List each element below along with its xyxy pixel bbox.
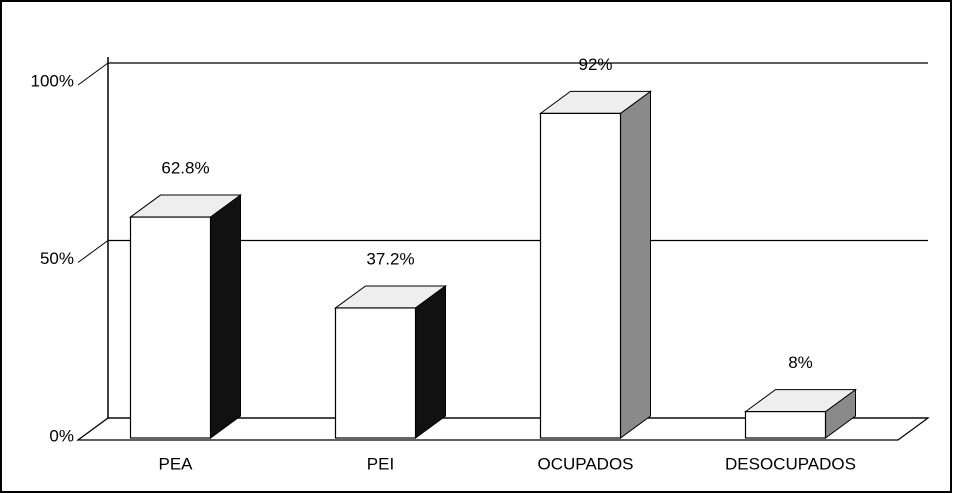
x-tick-label: DESOCUPADOS	[725, 454, 856, 473]
bar-side	[210, 194, 241, 439]
y-tick-label: 0%	[49, 426, 74, 445]
bar-side	[620, 90, 651, 439]
bar	[744, 411, 827, 439]
x-tick-label: OCUPADOS	[537, 454, 633, 473]
tick-mark	[77, 417, 109, 441]
bar	[334, 307, 417, 439]
tick-mark	[77, 240, 109, 263]
value-label: 8%	[788, 353, 813, 372]
value-label: 92%	[578, 55, 612, 74]
x-tick-label: PEI	[367, 454, 394, 473]
y-tick-label: 50%	[40, 249, 74, 268]
value-label: 37.2%	[366, 249, 414, 268]
x-tick-label: PEA	[158, 454, 193, 473]
value-label: 62.8%	[161, 159, 209, 178]
bar-side	[415, 284, 446, 439]
tick-mark	[77, 62, 109, 86]
y-tick-label: 100%	[31, 71, 74, 90]
bar	[539, 112, 622, 439]
bar	[129, 216, 212, 439]
